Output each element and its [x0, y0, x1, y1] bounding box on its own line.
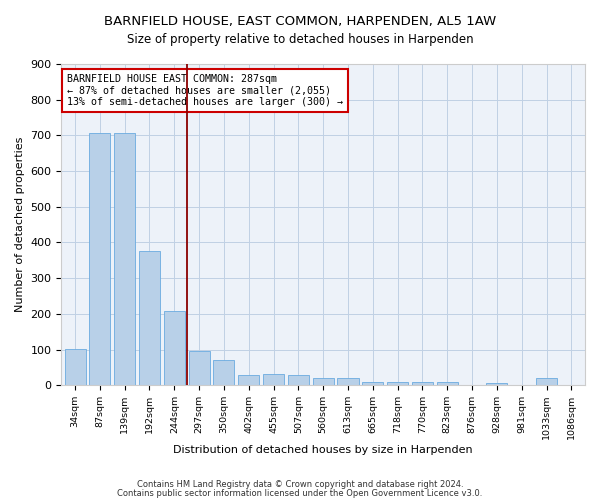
Bar	[337, 378, 359, 385]
Bar	[536, 378, 557, 385]
Bar	[487, 383, 508, 385]
Bar	[188, 352, 209, 385]
Bar	[387, 382, 408, 385]
Bar	[65, 349, 86, 385]
Text: Size of property relative to detached houses in Harpenden: Size of property relative to detached ho…	[127, 32, 473, 46]
Bar	[362, 382, 383, 385]
Bar	[313, 378, 334, 385]
Bar	[164, 312, 185, 385]
Text: Contains public sector information licensed under the Open Government Licence v3: Contains public sector information licen…	[118, 490, 482, 498]
Bar	[214, 360, 235, 385]
Bar	[238, 374, 259, 385]
Bar	[263, 374, 284, 385]
Text: Contains HM Land Registry data © Crown copyright and database right 2024.: Contains HM Land Registry data © Crown c…	[137, 480, 463, 489]
Text: BARNFIELD HOUSE, EAST COMMON, HARPENDEN, AL5 1AW: BARNFIELD HOUSE, EAST COMMON, HARPENDEN,…	[104, 15, 496, 28]
Bar	[412, 382, 433, 385]
Bar	[437, 382, 458, 385]
Y-axis label: Number of detached properties: Number of detached properties	[15, 137, 25, 312]
Text: BARNFIELD HOUSE EAST COMMON: 287sqm
← 87% of detached houses are smaller (2,055): BARNFIELD HOUSE EAST COMMON: 287sqm ← 87…	[67, 74, 343, 107]
Bar	[288, 375, 309, 385]
Bar	[139, 252, 160, 385]
Bar	[89, 133, 110, 385]
X-axis label: Distribution of detached houses by size in Harpenden: Distribution of detached houses by size …	[173, 445, 473, 455]
Bar	[114, 133, 135, 385]
